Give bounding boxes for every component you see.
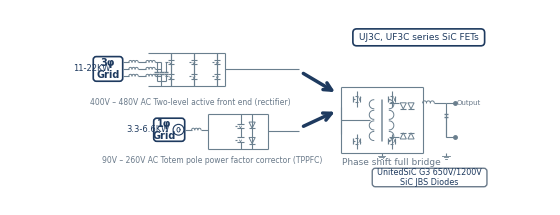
Text: 11-22KW: 11-22KW [73,64,110,73]
Text: 3φ
Grid: 3φ Grid [96,58,120,80]
Text: 1φ
Grid: 1φ Grid [153,119,176,141]
Text: 90V – 260V AC Totem pole power factor corrector (TPPFC): 90V – 260V AC Totem pole power factor co… [101,156,322,165]
Text: 400V – 480V AC Two-level active front end (rectifier): 400V – 480V AC Two-level active front en… [90,98,291,107]
Text: 3.3-6.6KW: 3.3-6.6KW [126,125,169,134]
Text: Phase shift full bridge: Phase shift full bridge [342,158,441,167]
Text: Output: Output [457,100,481,106]
Text: UJ3C, UF3C series SiC FETs: UJ3C, UF3C series SiC FETs [359,33,479,42]
Text: UnitedSiC G3 650V/1200V
SiC JBS Diodes: UnitedSiC G3 650V/1200V SiC JBS Diodes [377,168,482,187]
